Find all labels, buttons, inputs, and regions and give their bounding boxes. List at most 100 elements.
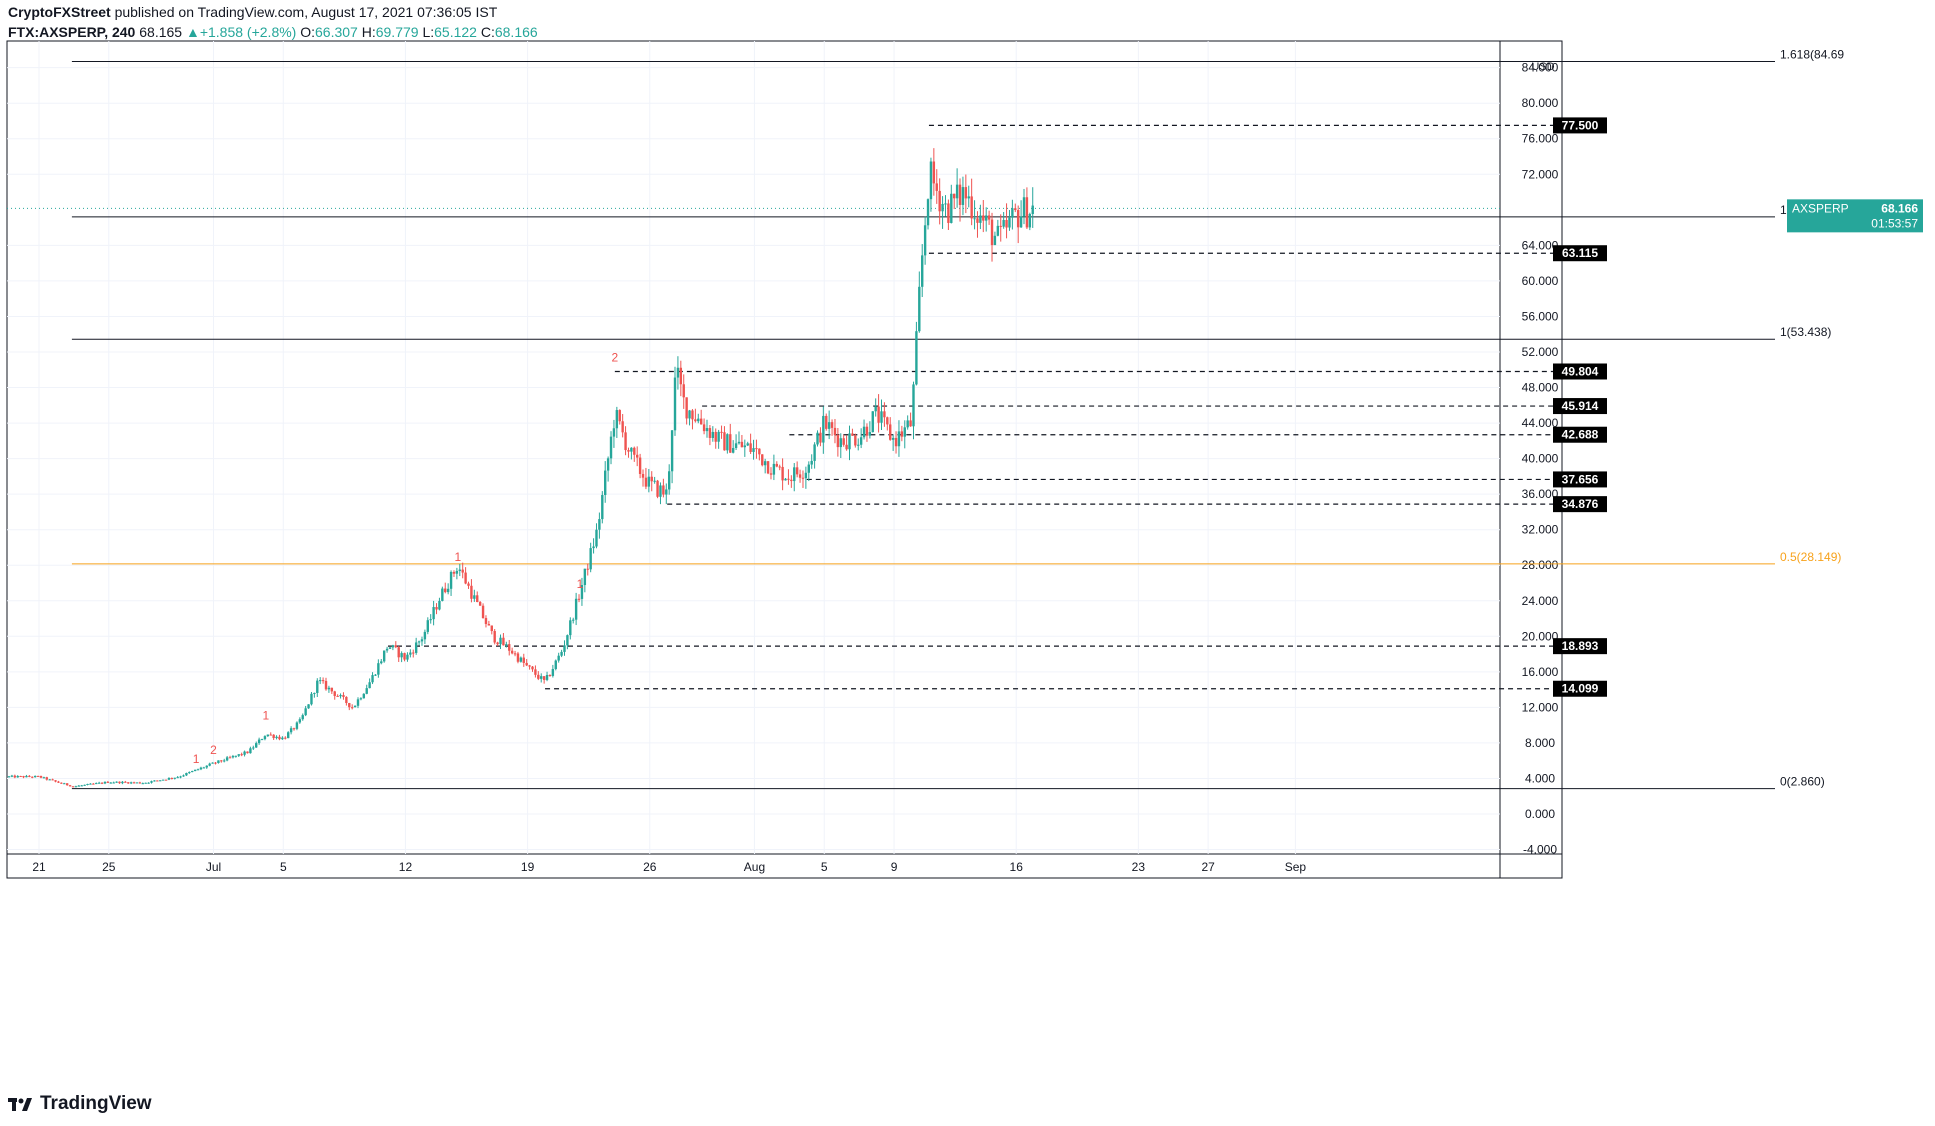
candle-body — [827, 422, 831, 429]
candle-body — [906, 420, 909, 428]
y-tick-label: -4.000 — [1523, 843, 1557, 857]
candle-body — [446, 588, 450, 593]
level-tag — [1553, 398, 1607, 415]
candle-body — [979, 215, 982, 223]
candle-body — [167, 777, 171, 780]
symbol-interval[interactable]: FTX:AXSPERP, 240 — [8, 24, 136, 40]
candle-body — [321, 680, 325, 682]
level-tag — [1553, 117, 1607, 134]
level-tag — [1553, 245, 1607, 262]
candle-body — [734, 443, 738, 449]
candle-body — [516, 653, 520, 662]
candle-body — [260, 739, 264, 741]
candle-body — [947, 203, 950, 223]
candle-body — [857, 444, 860, 446]
candle-body — [598, 519, 601, 530]
candle-body — [19, 776, 22, 778]
candle-body — [438, 600, 441, 610]
y-tick-label: 4.000 — [1525, 771, 1555, 785]
high-value: 69.779 — [375, 24, 419, 40]
candle-body — [621, 421, 624, 433]
x-tick-label: 5 — [280, 860, 287, 874]
candle-body — [255, 743, 258, 748]
candle-body — [220, 760, 223, 762]
y-tick-label: 0.000 — [1525, 807, 1555, 821]
candle-body — [848, 433, 851, 450]
candle-body — [237, 754, 240, 756]
candle-body — [275, 736, 278, 739]
candle-body — [894, 437, 898, 447]
candle-body — [877, 406, 880, 423]
candle-body — [461, 569, 464, 573]
candle-body — [731, 448, 735, 453]
candle-body — [391, 645, 395, 648]
level-tag — [1553, 496, 1607, 513]
candle-body — [513, 653, 517, 655]
candle-body — [810, 460, 813, 465]
candle-body — [874, 406, 877, 412]
candle-body — [842, 438, 845, 445]
candle-body — [223, 760, 226, 762]
candle-body — [508, 644, 511, 651]
level-tag — [1553, 426, 1607, 443]
level-tag — [1553, 680, 1607, 697]
candle-body — [353, 705, 357, 708]
candle-body — [583, 568, 587, 586]
candle-body — [318, 680, 322, 682]
x-tick-label: 19 — [521, 860, 535, 874]
candle-body — [763, 461, 767, 466]
candle-body — [542, 676, 546, 680]
chart-frame — [6, 40, 1563, 879]
candle-body — [80, 785, 83, 787]
currency-label: USD — [1531, 61, 1554, 73]
candle-body — [510, 650, 514, 654]
close-value: 68.166 — [494, 24, 538, 40]
low-value: 65.122 — [434, 24, 477, 40]
candle-body — [452, 571, 456, 574]
candle-body — [103, 781, 107, 784]
candle-body — [636, 454, 639, 458]
candle-body — [772, 463, 776, 475]
x-tick-label: 27 — [1201, 860, 1215, 874]
candle-body — [394, 645, 398, 648]
candle-body — [365, 688, 368, 694]
candle-body — [1025, 197, 1029, 228]
y-tick-label: 32.000 — [1522, 523, 1559, 537]
candle-body — [903, 427, 906, 437]
current-price-symbol: AXSPERP — [1792, 201, 1849, 215]
candle-body — [836, 435, 840, 448]
y-tick-label: 36.000 — [1522, 487, 1559, 501]
candle-body — [752, 448, 755, 452]
last-price: 68.165 — [139, 24, 183, 40]
candle-body — [897, 431, 901, 447]
candle-body — [961, 187, 965, 205]
publisher-name[interactable]: CryptoFXStreet — [8, 4, 111, 20]
candle-body — [932, 161, 936, 184]
candle-body — [478, 602, 482, 606]
candle-body — [601, 495, 604, 520]
candle-body — [449, 571, 453, 589]
candle-body — [912, 384, 915, 427]
candle-body — [795, 467, 799, 475]
candle-body — [746, 443, 749, 446]
candle-body — [382, 650, 386, 662]
candle-body — [234, 755, 238, 757]
y-tick-label: 28.000 — [1522, 558, 1559, 572]
candle-body — [441, 588, 444, 601]
candle-body — [173, 777, 176, 779]
candle-body — [758, 448, 761, 455]
bar-countdown: 01:53:57 — [1871, 216, 1918, 230]
candle-body — [502, 637, 505, 646]
candle-body — [697, 418, 700, 422]
candle-body — [950, 193, 953, 223]
candle-body — [540, 676, 543, 679]
candle-body — [967, 196, 970, 199]
candle-body — [240, 754, 243, 756]
candle-body — [688, 410, 691, 419]
candle-body — [159, 780, 162, 782]
y-tick-label: 40.000 — [1522, 452, 1559, 466]
candle-body — [193, 769, 197, 772]
candle-body — [871, 411, 874, 433]
level-tag-label: 49.804 — [1562, 364, 1599, 378]
